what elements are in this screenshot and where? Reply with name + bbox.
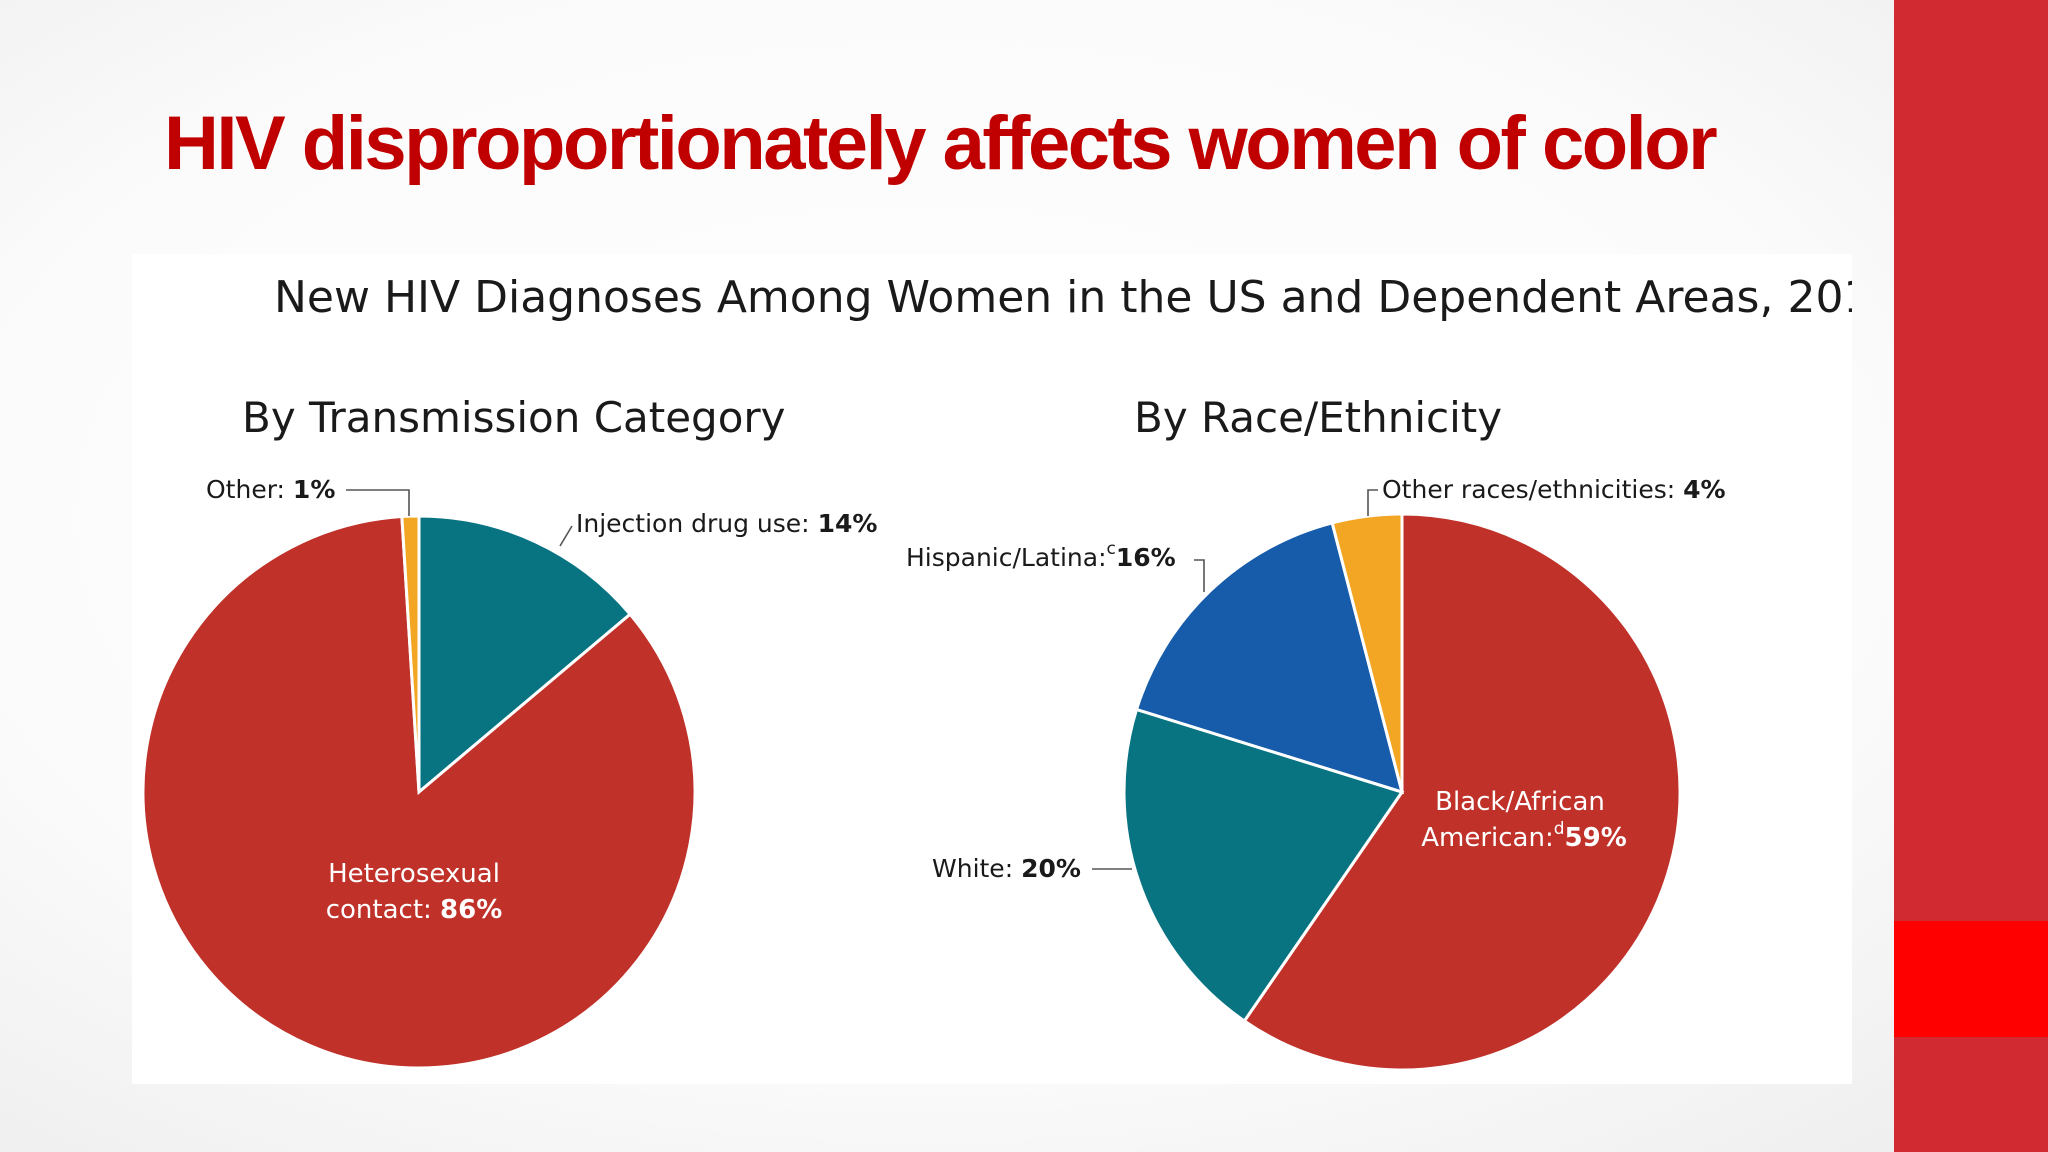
- leader-hispanic: [1194, 559, 1205, 592]
- race-slice-3: [1330, 512, 1404, 793]
- label-other-races: Other races/ethnicities: 4%: [1382, 475, 1726, 504]
- label-other-transmission: Other: 1%: [206, 475, 335, 504]
- label-heterosexual: contact: 86%: [326, 895, 503, 925]
- pie-charts: New HIV Diagnoses Among Women in the US …: [141, 272, 1852, 1072]
- leader-other-transmission: [346, 489, 410, 516]
- chart-title-transmission: By Transmission Category: [242, 393, 786, 442]
- chart-title-race: By Race/Ethnicity: [1134, 393, 1502, 442]
- transmission-slice-0: [141, 514, 697, 1070]
- pie-transmission: [141, 514, 697, 1070]
- accent-block: [1894, 921, 2048, 1037]
- transmission-slice-1: [417, 514, 633, 796]
- figure-title: New HIV Diagnoses Among Women in the US …: [274, 272, 1852, 323]
- label-heterosexual-name: Heterosexual: [328, 859, 500, 889]
- race-slice-2: [1134, 521, 1405, 795]
- label-injection-drug-use: Injection drug use: 14%: [576, 509, 877, 538]
- race-slice-1: [1122, 707, 1405, 1024]
- label-white: White: 20%: [932, 854, 1081, 883]
- transmission-slice-2: [400, 514, 421, 793]
- label-black-name: Black/African: [1435, 787, 1605, 817]
- chart-panel: New HIV Diagnoses Among Women in the US …: [132, 254, 1852, 1084]
- leader-other-races: [1367, 489, 1378, 516]
- pie-race: [1122, 512, 1682, 1072]
- race-slice-0: [1242, 512, 1682, 1072]
- slide-title: HIV disproportionately affects women of …: [164, 101, 1718, 186]
- leader-injection-drug-use: [559, 525, 573, 547]
- label-hispanic: Hispanic/Latina:c16%: [906, 539, 1176, 572]
- label-black: American:d59%: [1421, 819, 1627, 853]
